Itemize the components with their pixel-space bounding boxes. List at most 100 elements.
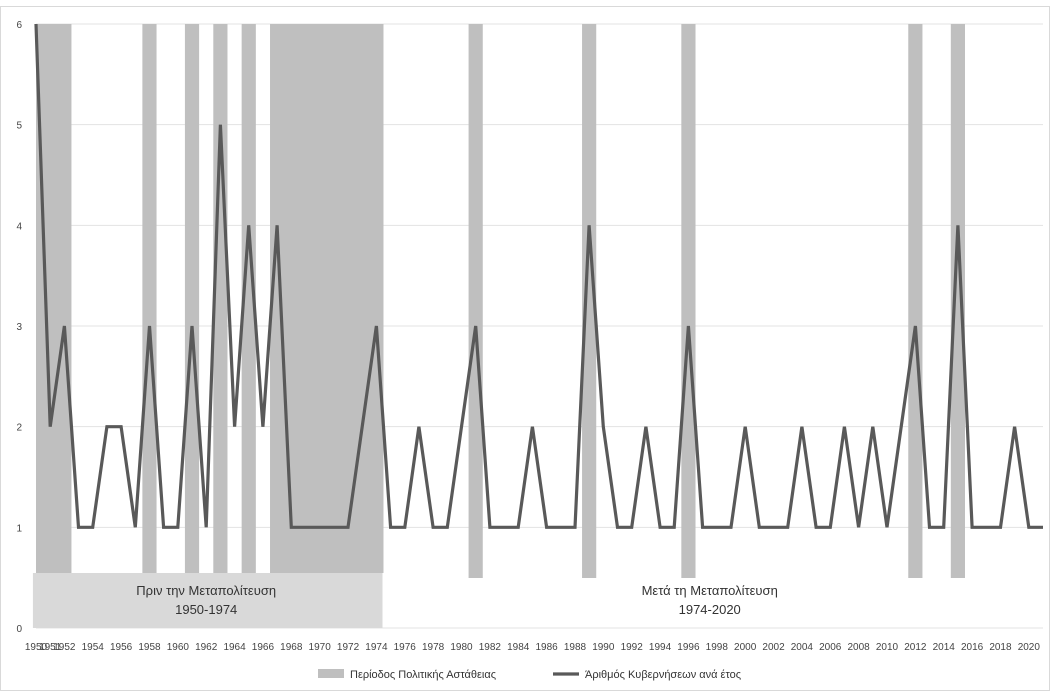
instability-band-8	[681, 24, 696, 578]
legend-label-0: Περίοδος Πολιτικής Αστάθειας	[350, 669, 496, 681]
data-point-2017	[985, 527, 987, 529]
data-point-1987	[560, 527, 562, 529]
data-point-1984	[517, 527, 519, 529]
x-tick-label-1982: 1982	[479, 642, 502, 653]
x-tick-label-1992: 1992	[621, 642, 644, 653]
x-tick-label-2018: 2018	[989, 642, 1012, 653]
data-point-1964	[234, 426, 236, 428]
data-point-1959	[163, 527, 165, 529]
instability-band-9	[908, 24, 923, 578]
data-point-2007	[844, 426, 846, 428]
data-point-1988	[574, 527, 576, 529]
data-point-1989	[588, 225, 590, 227]
chart-frame	[0, 6, 1050, 691]
data-point-1985	[532, 426, 534, 428]
x-tick-label-1970: 1970	[309, 642, 332, 653]
instability-band-3	[213, 24, 228, 573]
x-tick-label-1950: 1950	[25, 642, 48, 653]
x-tick-label-1994: 1994	[649, 642, 672, 653]
x-tick-label-1964: 1964	[223, 642, 246, 653]
data-point-2016	[971, 527, 973, 529]
x-tick-label-1984: 1984	[507, 642, 530, 653]
instability-band-7	[582, 24, 597, 578]
data-point-1977	[418, 426, 420, 428]
x-tick-label-2020: 2020	[1018, 642, 1041, 653]
data-point-1982	[489, 527, 491, 529]
data-point-1960	[177, 527, 179, 529]
data-point-1961	[191, 325, 193, 327]
data-point-2012	[915, 325, 917, 327]
x-tick-label-2002: 2002	[762, 642, 785, 653]
x-tick-label-2010: 2010	[876, 642, 899, 653]
data-point-2011	[900, 426, 902, 428]
data-point-1971	[333, 527, 335, 529]
x-tick-label-1966: 1966	[252, 642, 275, 653]
data-point-1975	[390, 527, 392, 529]
data-point-1981	[475, 325, 477, 327]
y-tick-label-1: 1	[16, 523, 22, 534]
data-point-1958	[149, 325, 151, 327]
era-label-0: Πριν την Μεταπολίτευση	[136, 583, 276, 598]
x-tick-label-1986: 1986	[535, 642, 558, 653]
data-point-2018	[1000, 527, 1002, 529]
data-point-1963	[220, 124, 222, 126]
data-point-1973	[361, 426, 363, 428]
x-tick-label-2000: 2000	[734, 642, 757, 653]
data-point-1951	[49, 426, 51, 428]
data-point-2002	[773, 527, 775, 529]
data-point-1956	[120, 426, 122, 428]
data-point-1976	[404, 527, 406, 529]
data-point-1995	[673, 527, 675, 529]
data-point-2013	[929, 527, 931, 529]
data-point-1967	[276, 225, 278, 227]
x-tick-label-1958: 1958	[138, 642, 161, 653]
data-point-1986	[546, 527, 548, 529]
x-tick-label-1962: 1962	[195, 642, 218, 653]
data-point-1983	[503, 527, 505, 529]
x-tick-label-1990: 1990	[592, 642, 615, 653]
instability-band-5	[270, 24, 384, 573]
data-point-1957	[134, 527, 136, 529]
x-tick-label-2004: 2004	[791, 642, 814, 653]
era-background-0	[32, 573, 383, 628]
data-point-1969	[305, 527, 307, 529]
x-tick-label-1956: 1956	[110, 642, 133, 653]
data-point-1999	[730, 527, 732, 529]
x-tick-label-2012: 2012	[904, 642, 927, 653]
data-point-2019	[1014, 426, 1016, 428]
data-point-1962	[205, 527, 207, 529]
data-point-2020	[1028, 527, 1030, 529]
data-point-1952	[64, 325, 66, 327]
x-tick-label-1960: 1960	[167, 642, 190, 653]
y-tick-label-6: 6	[16, 20, 22, 31]
x-tick-label-1974: 1974	[365, 642, 388, 653]
y-tick-label-2: 2	[16, 423, 22, 434]
data-point-1965	[248, 225, 250, 227]
data-point-1968	[290, 527, 292, 529]
data-point-2005	[815, 527, 817, 529]
data-point-1970	[319, 527, 321, 529]
data-point-2015	[957, 225, 959, 227]
era-years-1: 1974-2020	[679, 602, 741, 617]
data-point-1966	[262, 426, 264, 428]
era-label-1: Μετά τη Μεταπολίτευση	[642, 583, 778, 598]
data-point-1972	[347, 527, 349, 529]
series-line-governments	[34, 23, 1043, 529]
data-point-1990	[603, 426, 605, 428]
data-point-2001	[759, 527, 761, 529]
x-tick-label-1996: 1996	[677, 642, 700, 653]
data-point-2021	[1042, 527, 1044, 529]
data-point-1996	[688, 325, 690, 327]
y-tick-label-0: 0	[16, 624, 22, 635]
x-tick-label-1980: 1980	[450, 642, 473, 653]
instability-band-0	[36, 24, 72, 573]
data-point-2000	[744, 426, 746, 428]
instability-band-1	[142, 24, 157, 573]
data-point-2014	[943, 527, 945, 529]
x-tick-label-1954: 1954	[82, 642, 105, 653]
x-tick-label-2006: 2006	[819, 642, 842, 653]
data-point-1953	[78, 527, 80, 529]
data-point-1980	[461, 426, 463, 428]
y-tick-label-4: 4	[16, 221, 22, 232]
